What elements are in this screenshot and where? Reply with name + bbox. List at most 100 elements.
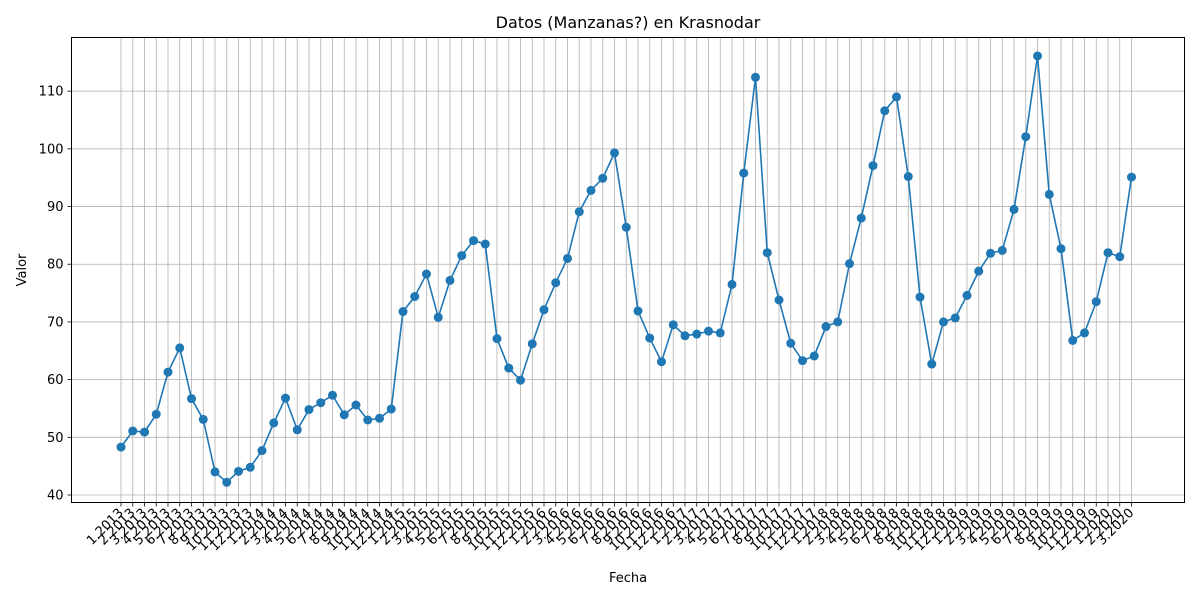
- data-point: [997, 245, 1007, 255]
- data-point: [621, 222, 631, 232]
- data-point: [175, 343, 185, 353]
- data-point: [715, 328, 725, 338]
- data-point: [845, 259, 854, 269]
- y-tick-label: 80: [47, 258, 64, 273]
- data-point: [868, 161, 878, 171]
- data-point: [375, 413, 384, 423]
- data-point: [363, 415, 373, 425]
- data-point: [445, 275, 455, 285]
- y-tick-label: 110: [39, 85, 64, 100]
- y-tick-label: 90: [47, 200, 64, 215]
- data-point: [610, 148, 619, 158]
- data-point: [469, 236, 478, 246]
- data-point: [222, 477, 232, 487]
- data-point: [633, 306, 643, 316]
- data-point: [563, 253, 572, 263]
- data-point: [1115, 252, 1125, 262]
- y-tick-label: 50: [47, 431, 64, 446]
- data-point: [234, 466, 243, 476]
- data-point: [210, 467, 220, 477]
- y-tick-label: 40: [47, 489, 64, 504]
- data-point: [480, 239, 490, 249]
- data-point: [1044, 189, 1054, 199]
- data-point: [304, 405, 314, 415]
- x-axis-label: Fecha: [609, 571, 647, 586]
- data-point: [316, 398, 326, 408]
- data-point: [527, 339, 537, 349]
- data-point: [140, 427, 149, 437]
- data-point: [974, 266, 984, 276]
- data-point: [1091, 297, 1101, 307]
- data-point: [339, 410, 349, 420]
- data-point: [598, 173, 608, 183]
- series-markers: [116, 51, 1136, 487]
- data-point: [163, 367, 173, 377]
- data-point: [187, 394, 196, 404]
- data-point: [128, 426, 138, 436]
- data-point: [821, 322, 831, 332]
- data-point: [986, 248, 995, 258]
- data-point: [198, 414, 208, 424]
- data-point: [856, 213, 866, 223]
- data-point: [410, 292, 420, 302]
- data-point: [962, 290, 972, 300]
- data-point: [727, 279, 737, 289]
- data-point: [257, 446, 267, 456]
- data-point: [574, 207, 584, 217]
- data-point: [328, 390, 337, 400]
- data-point: [798, 356, 807, 366]
- chart-title: Datos (Manzanas?) en Krasnodar: [496, 13, 761, 32]
- data-point: [668, 320, 678, 330]
- data-point: [269, 418, 279, 428]
- data-point: [586, 185, 596, 195]
- data-point: [762, 248, 772, 258]
- data-point: [950, 313, 960, 323]
- data-point: [1009, 204, 1019, 214]
- data-point: [833, 317, 843, 327]
- data-point: [492, 334, 502, 344]
- data-point: [433, 312, 443, 322]
- data-point: [704, 326, 713, 336]
- y-axis: 40 50 60 70 80 90 100 110: [39, 85, 72, 504]
- data-point: [539, 305, 549, 315]
- data-point: [657, 357, 666, 367]
- data-point: [692, 329, 702, 339]
- data-point: [786, 338, 796, 348]
- data-point: [516, 375, 525, 385]
- data-point: [1068, 335, 1078, 345]
- data-point: [774, 295, 784, 305]
- data-point: [386, 404, 396, 414]
- data-point: [892, 92, 901, 102]
- data-point: [151, 409, 161, 419]
- data-point: [245, 462, 255, 472]
- data-point: [903, 172, 913, 182]
- data-point: [422, 269, 431, 279]
- data-point: [1127, 172, 1136, 182]
- data-point: [1021, 132, 1031, 142]
- data-point: [915, 292, 925, 302]
- data-point: [1103, 248, 1113, 258]
- data-point: [645, 333, 655, 343]
- data-point: [1080, 328, 1089, 338]
- data-point: [1033, 51, 1042, 61]
- data-point: [504, 363, 514, 373]
- data-point: [398, 307, 408, 317]
- y-axis-label: Valor: [15, 253, 30, 286]
- data-point: [739, 168, 749, 178]
- grid: [71, 37, 1185, 503]
- data-point: [927, 359, 937, 369]
- y-tick-label: 60: [47, 373, 64, 388]
- data-point: [939, 317, 948, 327]
- data-point: [457, 251, 467, 261]
- data-point: [116, 442, 126, 452]
- y-tick-label: 100: [39, 142, 64, 157]
- data-point: [880, 106, 890, 116]
- plot-frame: [71, 37, 1185, 503]
- data-point: [751, 72, 760, 82]
- data-point: [809, 351, 819, 361]
- y-tick-label: 70: [47, 315, 64, 330]
- x-axis: 1.20132.20133.20134.20135.20136.20137.20…: [84, 502, 1137, 554]
- data-point: [1056, 244, 1066, 254]
- data-point: [680, 331, 690, 341]
- data-point: [351, 400, 361, 410]
